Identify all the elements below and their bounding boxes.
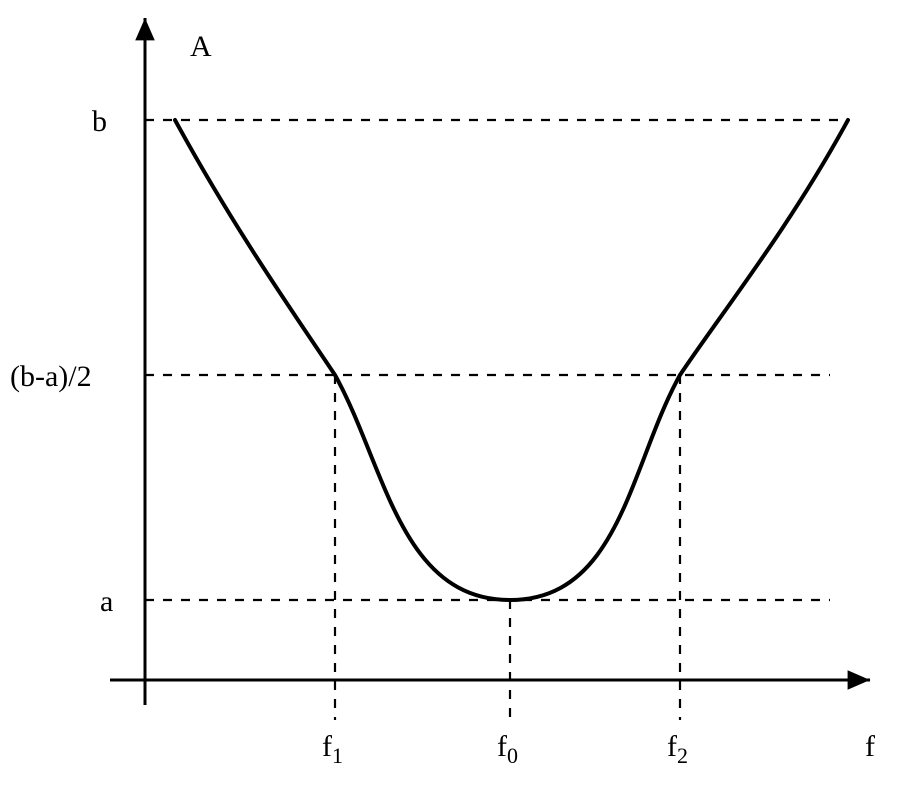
f0-sub: 0 [507, 743, 518, 768]
y-axis-label: A [190, 30, 212, 64]
f2-sub: 2 [677, 743, 688, 768]
chart-svg [0, 0, 907, 789]
f2-base: f [667, 730, 677, 763]
x-axis-label: f [865, 730, 875, 764]
y-tick-label-a: a [100, 585, 113, 619]
f1-base: f [322, 730, 332, 763]
f1-sub: 1 [332, 743, 343, 768]
y-tick-label-b: b [92, 105, 107, 139]
x-tick-label-f1: f1 [322, 730, 343, 769]
x-tick-label-f0: f0 [497, 730, 518, 769]
y-tick-label-mid: (b-a)/2 [10, 360, 92, 394]
f0-base: f [497, 730, 507, 763]
resonance-curve-chart: A f b (b-a)/2 a f1 f0 f2 [0, 0, 907, 789]
x-tick-label-f2: f2 [667, 730, 688, 769]
